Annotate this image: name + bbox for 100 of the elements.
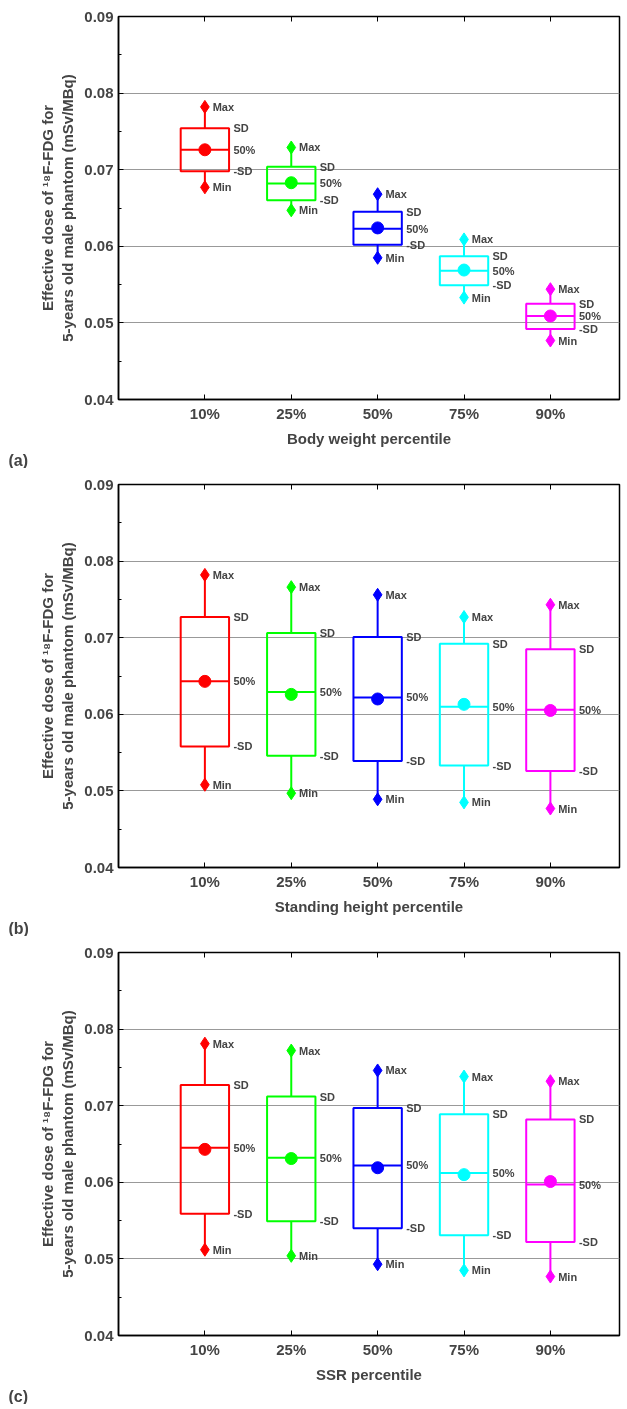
x-tick-label: 25% [276,872,307,890]
annotation: Max [299,1044,322,1057]
annotation: -SD [492,759,512,772]
x-tick-label: 50% [362,1340,393,1358]
annotation: -SD [406,238,426,251]
annotation: 50% [319,1151,342,1164]
annotation: SD [578,1113,595,1126]
y-tick-label: 0.08 [84,552,114,570]
annotation: Min [299,1249,319,1262]
annotation: 50% [492,700,515,713]
x-tick-label: 90% [535,1340,566,1358]
x-axis-title: SSR percentile [316,1365,422,1383]
x-axis-title: Standing height percentile [274,897,464,915]
annotation: Min [299,787,319,800]
x-tick-label: 25% [276,1340,307,1358]
annotation: 50% [233,675,256,688]
annotation: SD [578,297,595,310]
annotation: 50% [319,686,342,699]
y-tick-label: 0.07 [84,628,114,646]
annotation: Max [471,1070,495,1083]
annotation: -SD [492,279,512,292]
annotation: Min [385,251,405,264]
annotation: Max [299,581,322,594]
x-tick-label: 25% [276,404,307,422]
annotation: 50% [578,1178,602,1191]
y-tick-label: 0.04 [84,1326,115,1344]
annotation: Min [212,778,232,791]
text: (b) [8,919,29,937]
annotation: -SD [406,755,426,768]
annotation: SD [492,250,508,263]
y-tick-label: 0.06 [84,705,114,723]
annotation: 50% [406,691,429,704]
annotation: Min [471,1264,492,1277]
y-axis-title: Effective dose of ¹⁸F-FDG for 5-years old male phantom (mSv/MBq) [38,74,77,342]
annotation: -SD [578,764,598,777]
annotation: -SD [233,1207,253,1220]
annotation: 50% [578,703,602,716]
annotation: SD [233,611,249,624]
annotation: Min [299,204,319,217]
annotation: Min [558,1270,578,1283]
y-tick-label: 0.09 [84,7,114,25]
annotation: Min [385,1258,405,1271]
annotation: Max [471,611,495,624]
y-tick-label: 0.07 [84,1096,114,1114]
annotation: -SD [319,194,339,207]
y-tick-label: 0.08 [84,1020,114,1038]
y-tick-label: 0.08 [84,84,114,102]
annotation: 50% [406,222,429,235]
x-tick-label: 75% [449,872,480,890]
annotation: -SD [233,740,253,753]
annotation: 50% [233,1141,256,1154]
annotation: Max [212,100,235,113]
annotation: Max [385,588,408,601]
y-axis-title: Effective dose of ¹⁸F-FDG for 5-years old male phantom (mSv/MBq) [38,542,77,810]
annotation: Min [212,1243,232,1256]
annotation: Min [212,181,232,194]
annotation: SD [406,630,422,643]
annotation: Min [471,796,492,809]
y-tick-label: 0.04 [84,390,115,408]
y-tick-label: 0.04 [84,858,115,876]
annotation: Min [558,802,578,815]
y-axis-title: Effective dose of ¹⁸F-FDG for 5-years old male phantom (mSv/MBq) [38,1010,77,1278]
annotation: SD [406,1102,422,1114]
annotation: 50% [492,1167,515,1180]
annotation: -SD [492,1229,512,1242]
annotation: 50% [406,1159,429,1172]
x-tick-label: 90% [535,872,566,890]
annotation: Max [385,1064,408,1077]
y-tick-label: 0.06 [84,1173,114,1191]
x-axis-title: Body weight percentile [286,429,452,447]
annotation: Max [299,141,322,154]
annotation: SD [492,1108,508,1121]
annotation: SD [319,160,336,173]
annotation: SD [319,627,336,640]
annotation: Min [471,291,492,304]
x-tick-label: 90% [535,404,566,422]
x-tick-label: 75% [449,404,480,422]
annotation: SD [578,643,595,656]
annotation: SD [492,637,508,650]
y-tick-label: 0.05 [84,1249,114,1267]
annotation: SD [233,1079,249,1092]
annotation: SD [406,205,422,218]
y-tick-label: 0.06 [84,237,114,255]
y-tick-label: 0.05 [84,313,114,331]
y-tick-label: 0.05 [84,781,114,799]
x-tick-label: 10% [189,404,220,422]
annotation: Max [558,283,581,296]
annotation: 50% [578,310,602,323]
annotation: -SD [578,1236,598,1249]
annotation: SD [319,1090,336,1103]
annotation: 50% [319,177,342,190]
x-tick-label: 50% [362,872,393,890]
y-tick-label: 0.09 [84,475,114,493]
annotation: -SD [233,165,253,178]
y-tick-label: 0.09 [84,943,114,961]
annotation: 50% [233,143,256,156]
x-tick-label: 50% [362,404,393,422]
annotation: Max [212,568,235,581]
annotation: 50% [492,264,515,277]
annotation: Max [385,188,408,201]
